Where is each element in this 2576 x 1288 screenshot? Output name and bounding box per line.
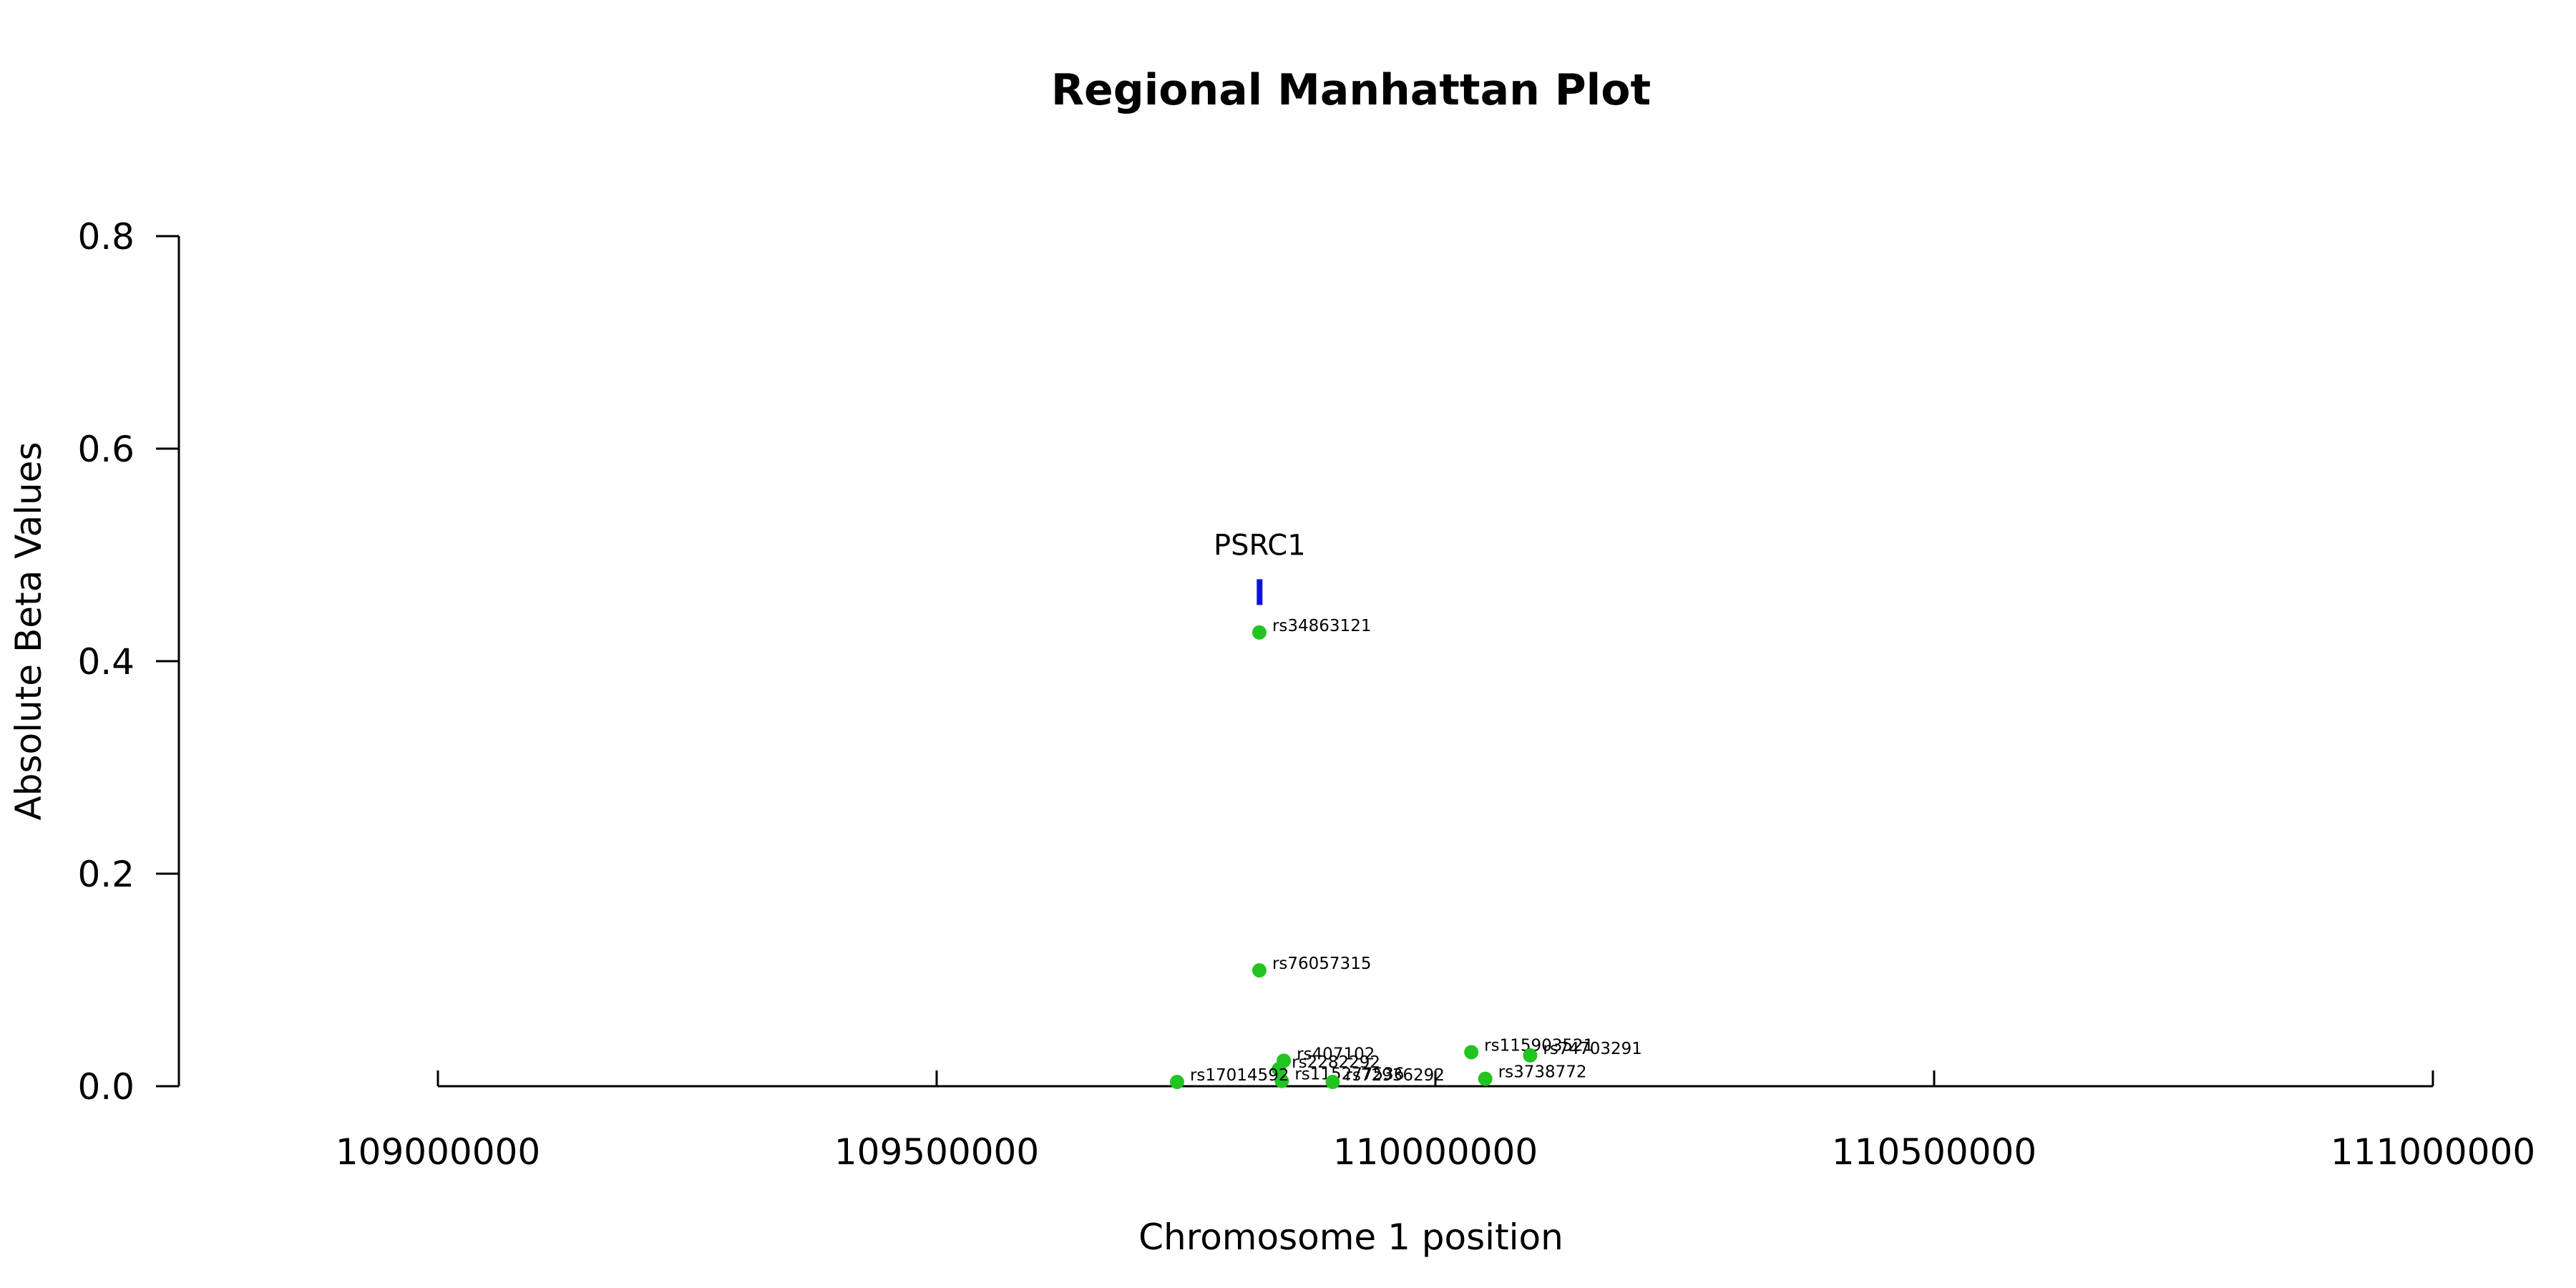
snp-label: rs115903521 [1484, 1036, 1594, 1055]
chart-title: Regional Manhattan Plot [1051, 65, 1651, 115]
y-tick-label: 0.2 [77, 854, 135, 895]
x-tick-label: 111000000 [2331, 1131, 2535, 1173]
y-tick-label: 0.8 [77, 216, 135, 258]
snp-label: rs407102 [1297, 1045, 1375, 1063]
snp-label: rs115277536 [1294, 1065, 1404, 1084]
snp-label: rs34863121 [1272, 617, 1372, 635]
gene-track: PSRC1 [1214, 529, 1306, 605]
x-tick-label: 109500000 [834, 1131, 1039, 1173]
snp-point [1523, 1048, 1538, 1063]
snp-point [1252, 625, 1267, 640]
x-tick-label: 110000000 [1333, 1131, 1538, 1173]
snp-label: rs17014592 [1190, 1066, 1289, 1085]
snp-label: rs72936292 [1345, 1066, 1445, 1085]
snp-label: rs74703291 [1543, 1040, 1642, 1058]
data-points: rs34863121rs76057315rs407102rs2282292rs1… [1169, 617, 1642, 1090]
snp-point [1274, 1073, 1289, 1088]
snp-label: rs76057315 [1272, 955, 1372, 973]
snp-label: rs3738772 [1498, 1063, 1587, 1082]
gene-label: PSRC1 [1214, 529, 1306, 562]
y-tick-label: 0.4 [77, 641, 135, 683]
x-tick-label: 110500000 [1832, 1131, 2036, 1173]
snp-point [1272, 1062, 1287, 1077]
snp-point [1478, 1071, 1493, 1086]
snp-point [1464, 1045, 1479, 1060]
x-tick-label: 109000000 [336, 1131, 540, 1173]
gene-bar [1257, 579, 1263, 605]
snp-point [1252, 963, 1267, 978]
snp-point [1169, 1075, 1184, 1090]
snp-label: rs2282292 [1292, 1053, 1380, 1072]
y-tick-label: 0.0 [77, 1066, 135, 1108]
axes: 109000000 109500000 110000000 110500000 1110… [77, 216, 2535, 1173]
x-axis-label: Chromosome 1 position [1138, 1216, 1563, 1258]
snp-point [1325, 1075, 1340, 1090]
y-tick-label: 0.6 [77, 429, 135, 470]
y-axis-label: Absolute Beta Values [8, 442, 49, 821]
